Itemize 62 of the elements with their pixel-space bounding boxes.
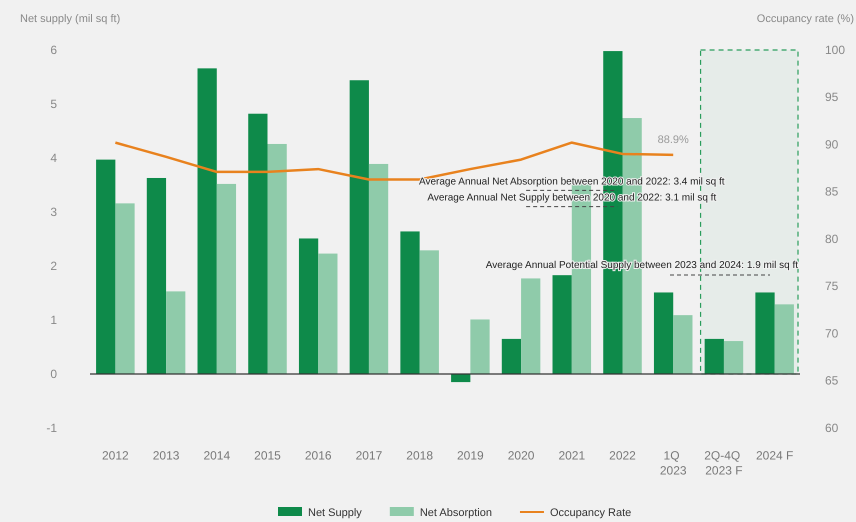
annotation: 88.9%: [658, 134, 690, 146]
bar: [248, 114, 268, 374]
x-tick-label: 1Q 2023: [660, 448, 687, 478]
x-tick-label: 2017: [356, 448, 383, 463]
bar: [552, 275, 572, 374]
bar: [724, 341, 744, 374]
y2-tick-label: 90: [825, 137, 839, 152]
y-tick-label: 3: [50, 204, 58, 219]
bar: [654, 292, 674, 374]
bar: [96, 160, 116, 374]
bar: [216, 184, 236, 374]
x-tick-label: 2020: [508, 448, 535, 463]
y2-axis-title: Occupancy rate (%): [756, 13, 854, 25]
x-tick-label: 2018: [406, 448, 434, 463]
y2-tick-label: 65: [825, 374, 839, 388]
y2-tick-label: 95: [825, 90, 839, 104]
bar: [502, 338, 522, 374]
x-tick-label: 2019: [457, 448, 484, 463]
bar: [673, 315, 692, 374]
bar: [298, 238, 318, 374]
bar: [755, 292, 775, 374]
y-tick-label: 5: [50, 96, 58, 111]
y2-tick-label: 100: [825, 42, 846, 57]
legend-label: Net Supply: [308, 507, 362, 519]
x-tick-label: 2021: [558, 448, 586, 463]
x-tick-label: 2012: [102, 448, 130, 463]
x-tick-label: 2022: [609, 448, 636, 463]
x-tick-label: 2024 F: [756, 448, 794, 463]
bar: [268, 144, 287, 374]
bar: [166, 291, 186, 374]
bar: [774, 304, 794, 374]
bar: [115, 203, 135, 374]
x-tick-label: 2Q-4Q 2023 F: [704, 448, 744, 478]
x-tick-label: 2014: [203, 448, 230, 463]
bar: [704, 338, 724, 374]
y-tick-label: 2: [50, 258, 58, 273]
bar: [521, 278, 540, 374]
bar: [368, 164, 388, 374]
y2-tick-label: 80: [825, 232, 839, 246]
bar: [318, 254, 338, 374]
x-tick-label: 2015: [254, 448, 282, 463]
legend-label: Occupancy Rate: [550, 507, 632, 519]
bar: [451, 374, 470, 382]
y2-tick-label: 85: [825, 184, 839, 199]
bar: [350, 80, 369, 374]
y-axis-title: Net supply (mil sq ft): [20, 13, 120, 25]
y-tick-label: 0: [50, 366, 58, 381]
y2-tick-label: 75: [825, 279, 839, 294]
bar: [198, 68, 217, 374]
bar: [420, 250, 439, 374]
y-tick-label: 1: [50, 312, 58, 327]
bar: [146, 178, 166, 374]
y2-tick-label: 70: [825, 326, 839, 340]
x-tick-label: 2016: [304, 448, 332, 463]
y-tick-label: 4: [50, 150, 58, 165]
y2-tick-label: 60: [825, 420, 839, 435]
y-tick-label: 6: [50, 42, 58, 57]
y-tick-label: -1: [46, 420, 58, 435]
bar: [470, 319, 490, 374]
bar: [400, 231, 420, 374]
x-tick-label: 2013: [152, 448, 180, 463]
legend-label: Net Absorption: [420, 507, 492, 519]
